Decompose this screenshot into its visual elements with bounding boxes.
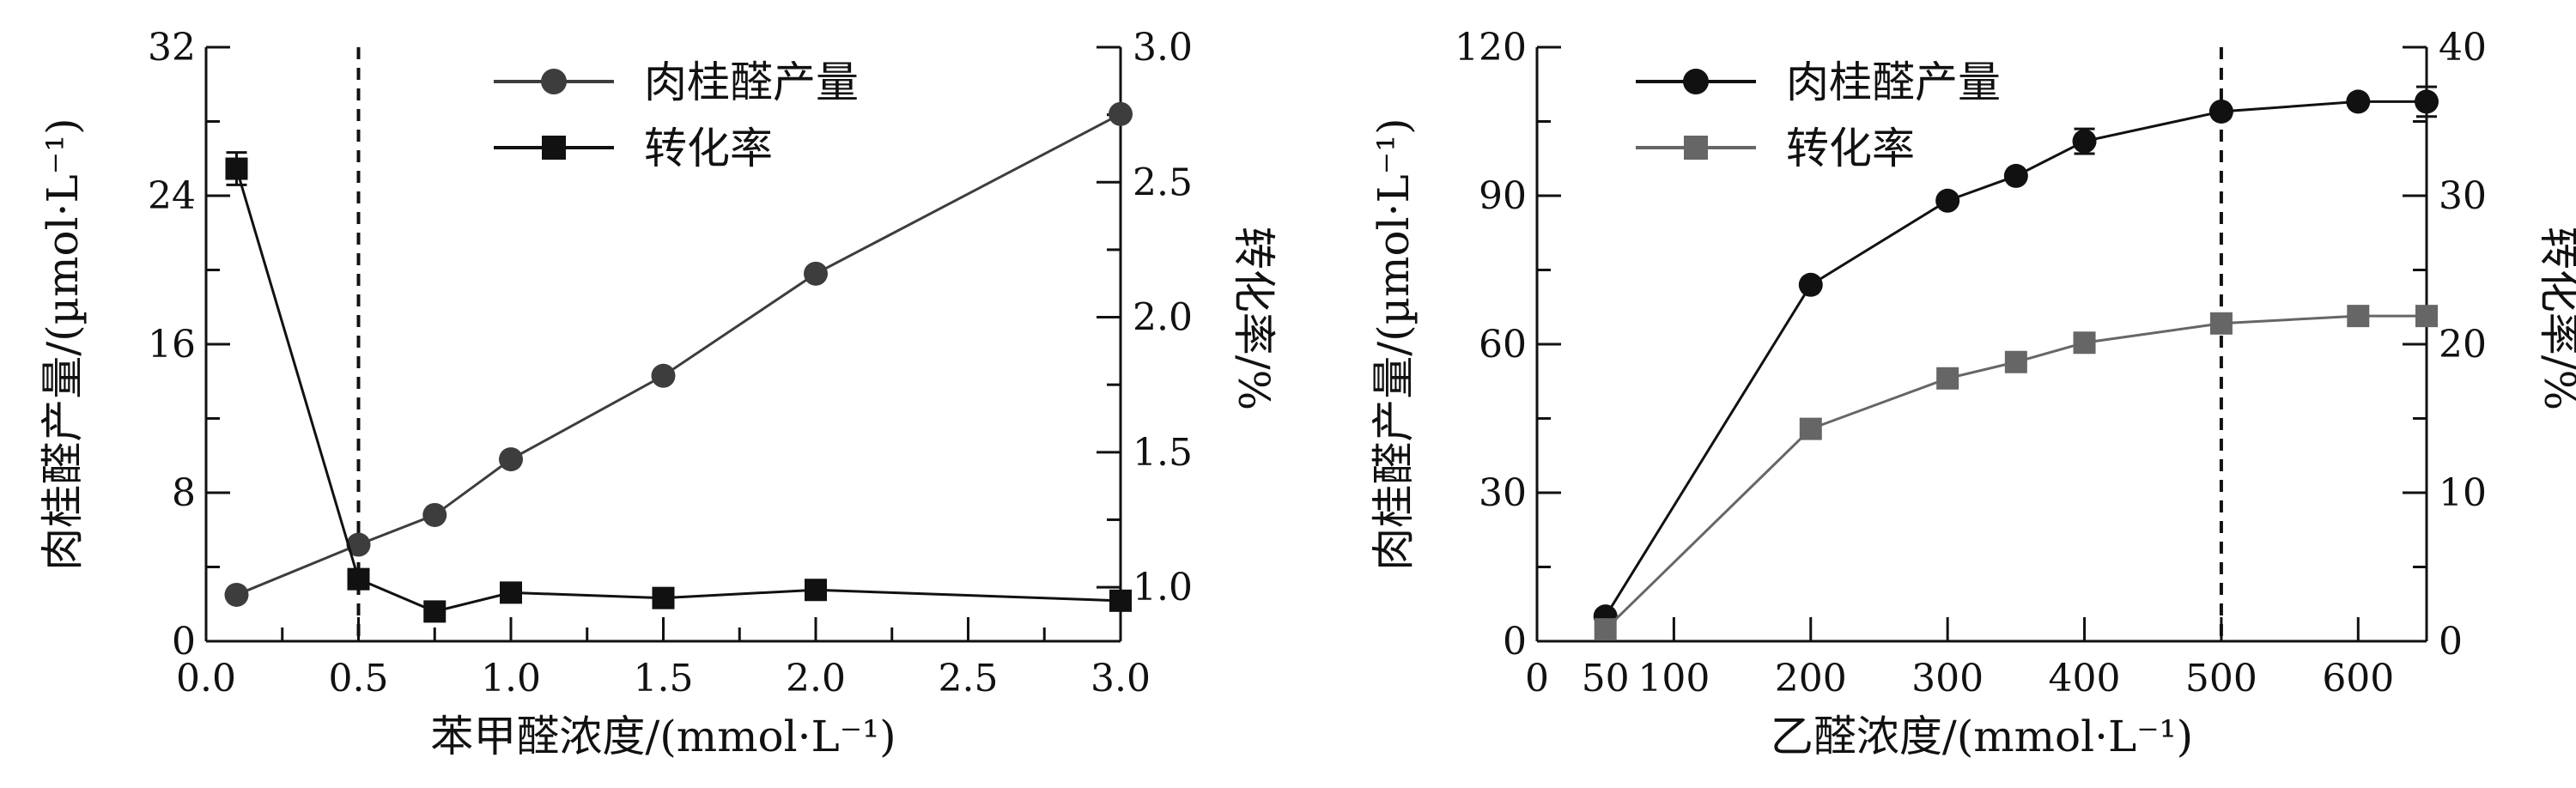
y2-tick-label: 30 <box>2439 174 2487 218</box>
data-point <box>423 600 447 623</box>
y-tick-label: 120 <box>1455 26 1527 70</box>
x-tick-label: 600 <box>2322 657 2394 700</box>
series-line <box>1604 100 2427 617</box>
data-point <box>2003 163 2028 188</box>
series-line <box>235 112 1121 597</box>
legend-label: 肉桂醛产量 <box>1786 58 2001 107</box>
data-point <box>804 261 828 286</box>
data-point <box>2415 89 2439 114</box>
chart-2: 0 50 100 200 300 400 500 600 0 30 60 90 120 0 10 20 30 40… <box>1369 26 2576 761</box>
y2-tick-label: 2.5 <box>1133 161 1193 204</box>
y-tick-label: 60 <box>1479 323 1527 367</box>
data-point <box>651 363 676 388</box>
x-tick-label: 500 <box>2185 657 2257 700</box>
x-tick-label: 0 <box>1525 657 1549 700</box>
legend-label: 转化率 <box>1786 124 1915 173</box>
data-point <box>1935 188 1960 213</box>
y2-tick-label: 20 <box>2439 323 2487 367</box>
y2-tick-label: 0 <box>2439 620 2463 664</box>
data-point <box>1799 417 1822 440</box>
x-tick-label: 1.5 <box>634 657 694 700</box>
data-point <box>225 157 248 180</box>
data-point <box>1594 618 1617 641</box>
y2-tick-label: 10 <box>2439 471 2487 515</box>
data-point <box>347 567 370 591</box>
y2-axis-label: 转化率/% <box>1229 227 1279 410</box>
legend-marker <box>1683 69 1709 94</box>
data-point <box>1936 367 1959 390</box>
data-point <box>2208 99 2233 124</box>
x-axis-label: 苯甲醛浓度/(mmol·L⁻¹) <box>430 712 896 761</box>
x-tick-label: 300 <box>1911 657 1984 700</box>
y-tick-label: 0 <box>1503 620 1527 664</box>
y2-tick-label: 1.5 <box>1133 431 1193 475</box>
data-point <box>2347 305 2370 328</box>
legend-label: 肉桂醛产量 <box>644 58 859 107</box>
x-axis-label: 乙醛浓度/(mmol·L⁻¹) <box>1771 712 2193 761</box>
y-tick-label: 24 <box>148 174 196 218</box>
y-tick-label: 8 <box>172 471 196 515</box>
data-point <box>1109 589 1132 612</box>
y2-tick-label: 3.0 <box>1133 26 1193 70</box>
x-tick-label: 200 <box>1775 657 1847 700</box>
legend-marker <box>1684 136 1708 160</box>
data-point <box>2415 305 2438 328</box>
y-tick-label: 32 <box>148 26 196 70</box>
series-yield <box>224 101 1133 607</box>
legend-marker <box>541 69 567 94</box>
y-tick-label: 90 <box>1479 174 1527 218</box>
y2-tick-label: 2.0 <box>1133 296 1193 340</box>
data-point <box>346 532 371 557</box>
legend-label: 转化率 <box>644 124 773 173</box>
x-tick-label: 2.0 <box>786 657 846 700</box>
data-point <box>2072 129 2097 154</box>
data-point <box>2073 331 2096 355</box>
x-tick-label: 0.5 <box>329 657 389 700</box>
y2-axis-label: 转化率/% <box>2535 227 2576 410</box>
x-tick-label: 1.0 <box>481 657 541 700</box>
y-axis-label: 肉桂醛产量/(µmol·L⁻¹) <box>1369 118 1419 570</box>
y-axis-label: 肉桂醛产量/(µmol·L⁻¹) <box>38 118 88 570</box>
x-tick-label: 3.0 <box>1091 657 1151 700</box>
data-point <box>1109 101 1133 126</box>
data-point <box>2346 89 2371 114</box>
data-point <box>499 447 523 472</box>
data-point <box>422 502 447 527</box>
y-tick-label: 30 <box>1479 471 1527 515</box>
chart-1: 0.0 0.5 1.0 1.5 2.0 2.5 3.0 0 8 16 24 32 1.0 1.5 2.0 2.… <box>38 26 1279 761</box>
y2-tick-label: 40 <box>2439 26 2487 70</box>
x-tick-label: 400 <box>2049 657 2121 700</box>
y-tick-label: 16 <box>148 323 196 367</box>
data-point <box>224 582 249 607</box>
x-tick-label: 2.5 <box>939 657 999 700</box>
x-tick-label: 50 <box>1582 657 1630 700</box>
legend-marker <box>542 136 566 160</box>
data-point <box>2004 350 2027 373</box>
data-point <box>500 581 522 604</box>
data-point <box>652 586 675 609</box>
data-point <box>2209 312 2233 335</box>
x-tick-label: 0.0 <box>176 657 236 700</box>
series-conversion <box>1594 305 2438 641</box>
y-tick-label: 0 <box>172 620 196 664</box>
series-line <box>1604 314 2427 631</box>
series-conversion <box>225 151 1132 623</box>
x-tick-label: 100 <box>1637 657 1710 700</box>
y2-tick-label: 1.0 <box>1133 566 1193 609</box>
data-point <box>805 579 827 602</box>
data-point <box>1798 272 1823 297</box>
